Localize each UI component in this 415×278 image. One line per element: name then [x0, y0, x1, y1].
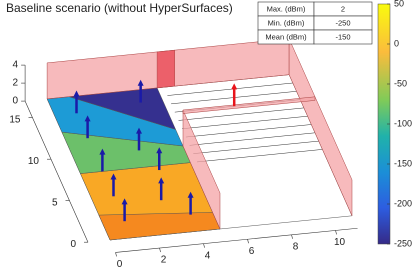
arrow-head	[137, 79, 144, 86]
x-tick-label: 10	[334, 237, 346, 248]
arrow-head	[156, 147, 163, 154]
arrow-head	[136, 127, 142, 134]
arrow-head	[231, 83, 238, 90]
x-tick	[291, 234, 293, 239]
wall	[156, 49, 175, 89]
floor-line	[196, 149, 323, 163]
floor-line	[193, 140, 319, 154]
colorbar-tick-label: 0	[394, 38, 399, 48]
colorbar-tick-label: -200	[394, 198, 412, 208]
floor-region	[98, 212, 221, 241]
floor-line	[178, 107, 304, 121]
floor-line	[189, 132, 316, 146]
floor-line	[185, 124, 312, 138]
z-tick-label: 2	[13, 78, 19, 89]
axis-line	[24, 100, 89, 243]
arrow-head	[110, 173, 117, 180]
arrow-head	[121, 198, 128, 205]
arrow-head	[84, 115, 91, 122]
scene	[24, 38, 358, 253]
stats-table: Max. (dBm) 2 Min. (dBm) -250 Mean (dBm) -150	[257, 1, 373, 45]
table-value: 2	[341, 4, 345, 13]
chart-title: Baseline scenario (without HyperSurfaces…	[6, 1, 233, 15]
x-tick-label: 0	[117, 259, 123, 270]
arrow-head	[158, 177, 165, 184]
floor-line	[167, 82, 293, 96]
table-cell	[313, 29, 373, 45]
arrow-head	[187, 191, 194, 198]
x-tick	[159, 247, 161, 253]
x-tick-label: 4	[205, 250, 211, 261]
y-tick-label: 5	[52, 197, 58, 208]
x-tick	[115, 252, 117, 257]
colorbar-tick-label: -250	[394, 238, 412, 248]
wall	[182, 96, 316, 114]
z-tick-label: 0	[13, 96, 19, 107]
table-label: Mean (dBm)	[265, 32, 307, 41]
x-tick	[335, 230, 337, 235]
y-tick-label: 10	[28, 156, 40, 167]
table-value: -150	[335, 32, 350, 41]
x-tick-label: 2	[161, 255, 167, 266]
arrow-head	[99, 148, 106, 155]
colorbar-tick-label: -150	[394, 158, 412, 168]
arrow-head	[73, 90, 80, 97]
x-tick-label: 6	[249, 246, 255, 257]
z-tick-label: 4	[13, 60, 19, 71]
x-tick	[203, 243, 205, 248]
table-label: Max. (dBm)	[267, 4, 306, 13]
colorbar-tick-label: -50	[394, 78, 407, 88]
colorbar-tick-label: 50	[394, 0, 404, 8]
colorbar-tick-label: -100	[394, 118, 412, 128]
y-tick-label: 15	[9, 114, 21, 125]
y-tick-label: 0	[70, 239, 76, 250]
table-value: -250	[335, 18, 350, 27]
table-label: Min. (dBm)	[268, 18, 305, 27]
axis-line	[115, 227, 358, 253]
x-tick	[247, 239, 249, 244]
x-tick-label: 8	[293, 241, 299, 252]
floor-line	[182, 115, 308, 129]
